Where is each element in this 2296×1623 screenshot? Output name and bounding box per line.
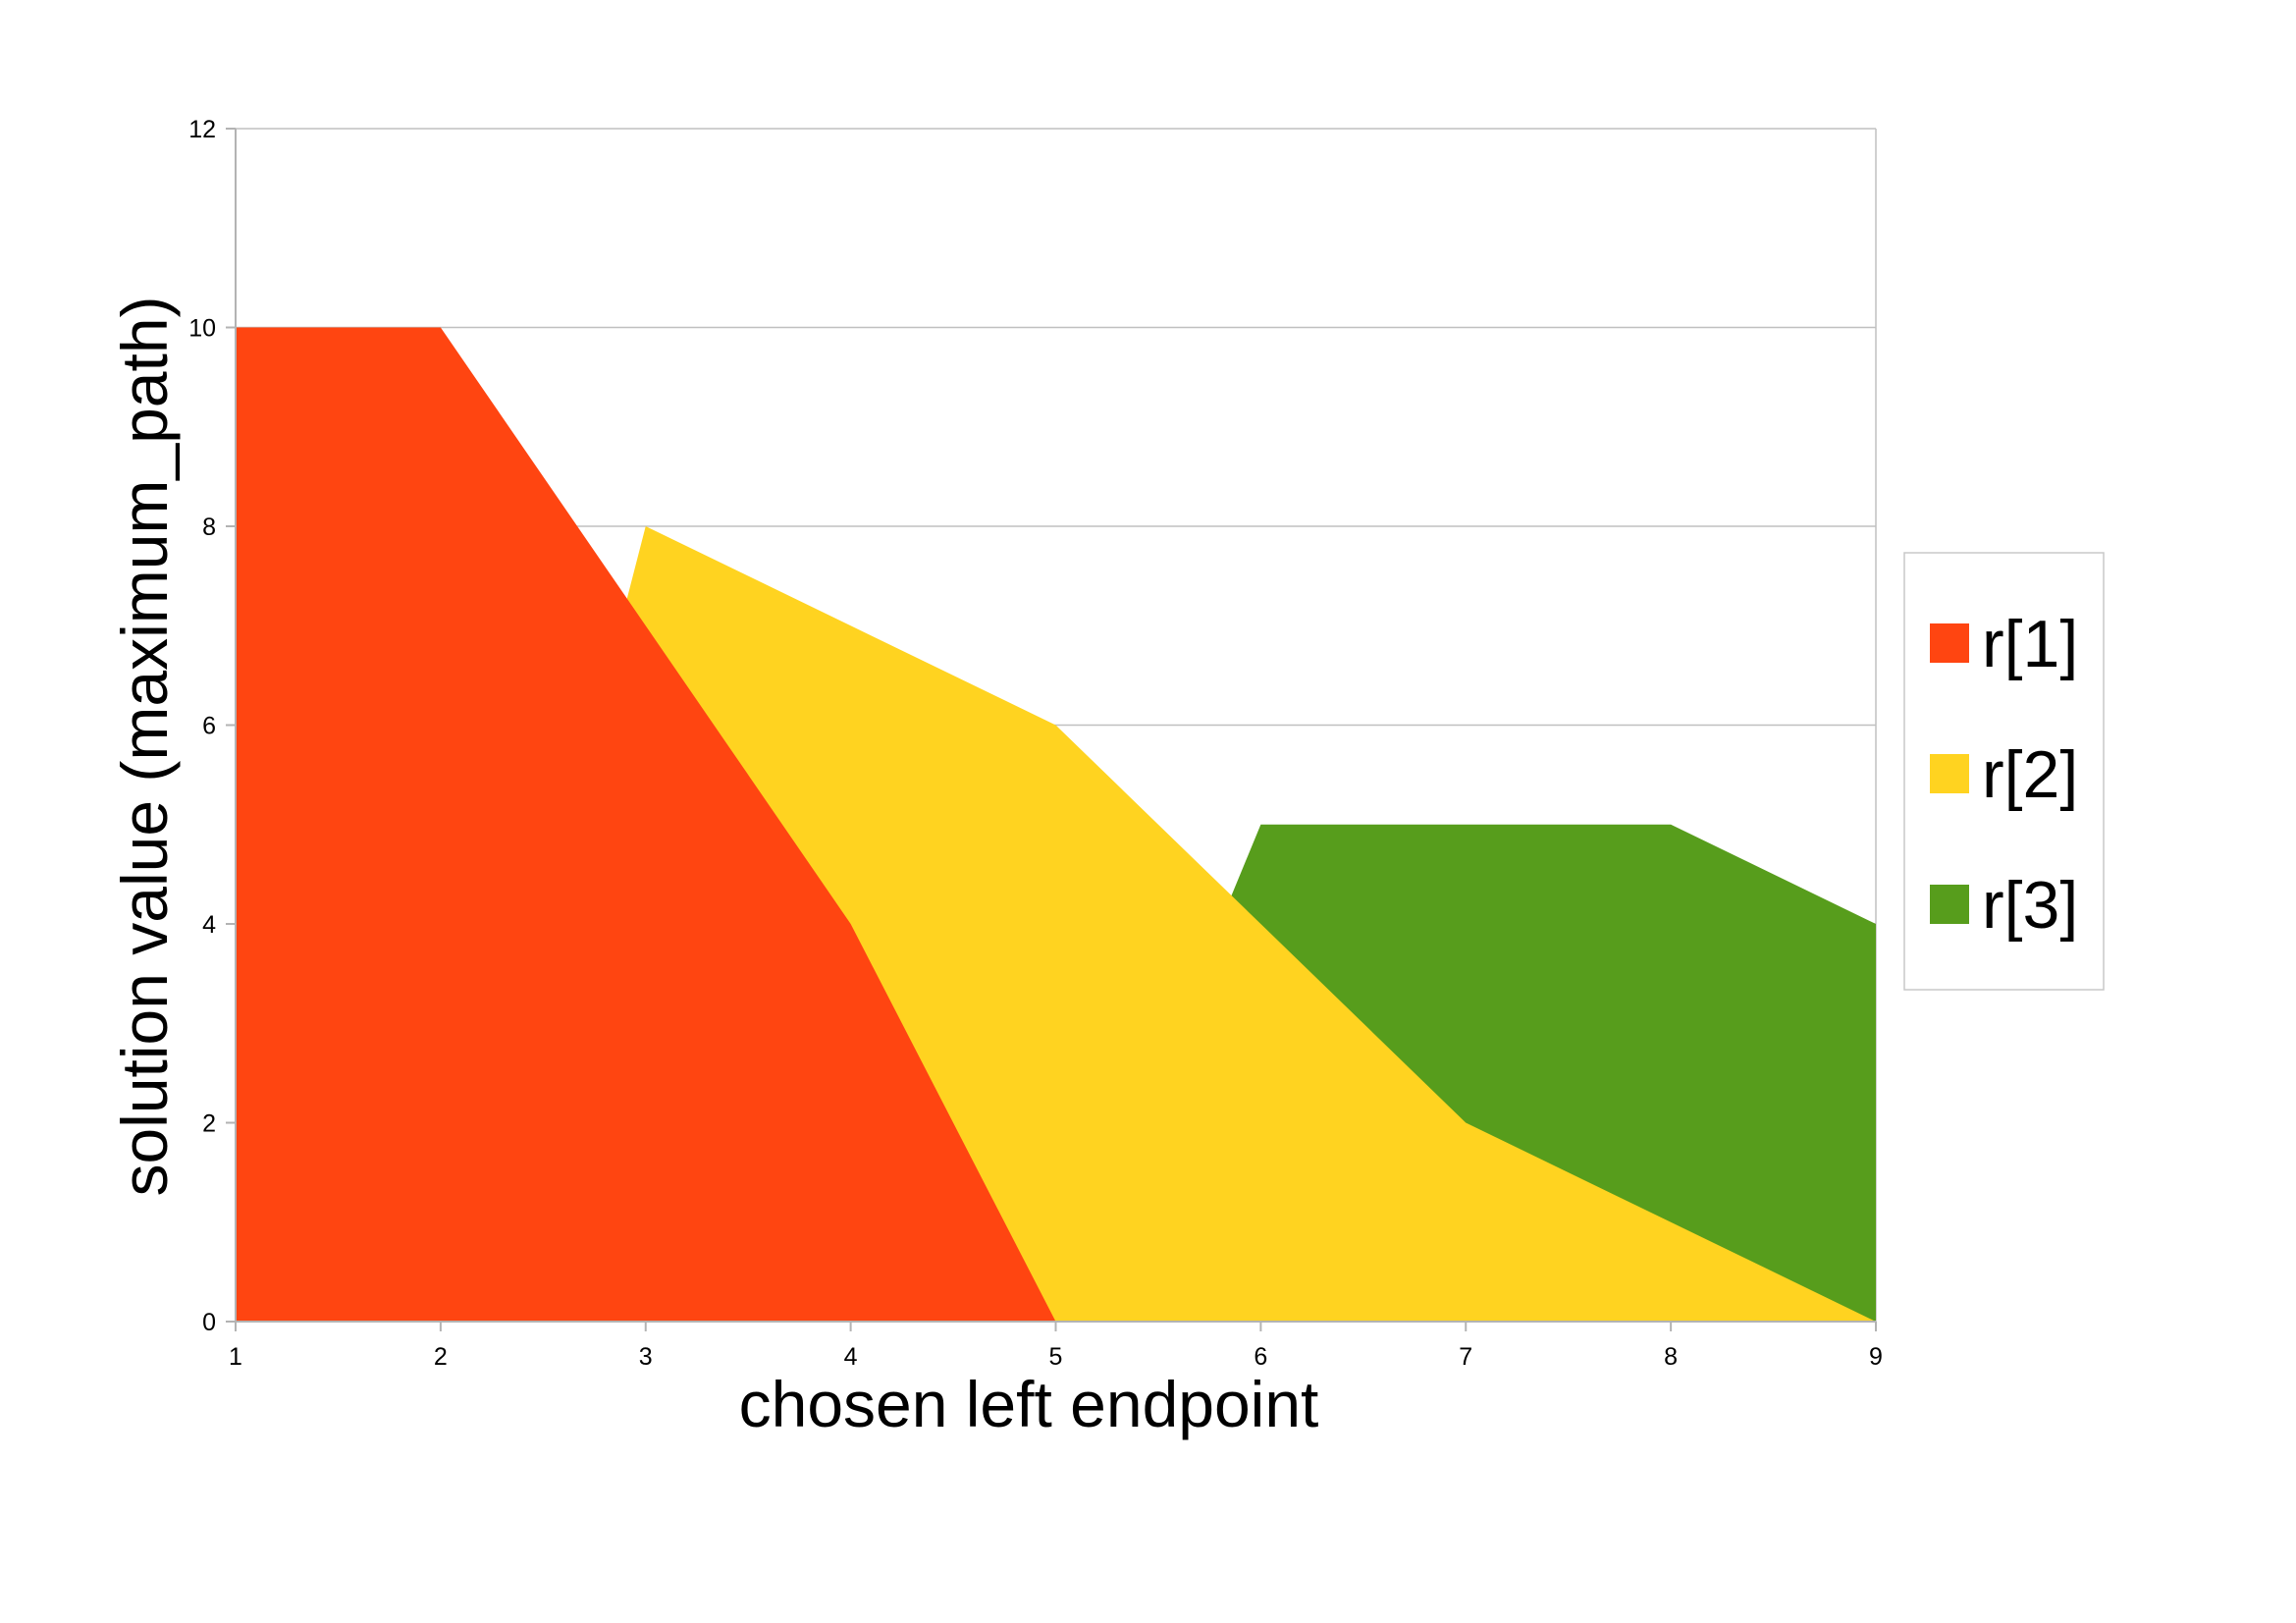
legend-items: r[1] r[2] r[3] — [1930, 607, 2078, 943]
legend-label: r[1] — [1982, 607, 2078, 681]
x-tick-label: 4 — [844, 1343, 858, 1371]
x-tick-labels: 1 2 3 4 5 6 7 8 9 — [229, 1343, 1883, 1371]
x-tick-label: 8 — [1664, 1343, 1678, 1371]
y-tick-labels: 0 2 4 6 8 10 12 — [188, 116, 216, 1336]
y-tick-label: 0 — [202, 1309, 216, 1336]
x-tick-label: 2 — [434, 1343, 448, 1371]
legend-swatch — [1930, 623, 1969, 663]
legend-label: r[2] — [1982, 737, 2078, 812]
y-tick-label: 2 — [202, 1110, 216, 1138]
area-series-r1 — [236, 327, 1876, 1322]
y-tick-label: 12 — [188, 116, 216, 143]
legend-swatch — [1930, 754, 1969, 793]
series-areas — [236, 327, 1876, 1322]
x-tick-label: 7 — [1459, 1343, 1472, 1371]
y-tick-label: 4 — [202, 911, 216, 939]
x-tick-label: 3 — [639, 1343, 653, 1371]
x-axis-title: chosen left endpoint — [739, 1368, 1319, 1440]
x-tick-label: 5 — [1049, 1343, 1063, 1371]
y-axis-title: solution value (maximum_path) — [108, 296, 181, 1196]
axes — [226, 128, 1877, 1331]
y-tick-label: 6 — [202, 713, 216, 740]
legend-label: r[3] — [1982, 868, 2078, 943]
legend-swatch — [1930, 885, 1969, 924]
x-tick-label: 9 — [1869, 1343, 1883, 1371]
y-tick-label: 8 — [202, 514, 216, 541]
y-tick-label: 10 — [188, 315, 216, 343]
x-tick-label: 1 — [229, 1343, 242, 1371]
legend: r[1] r[2] r[3] — [1903, 552, 2105, 991]
x-tick-label: 6 — [1254, 1343, 1267, 1371]
